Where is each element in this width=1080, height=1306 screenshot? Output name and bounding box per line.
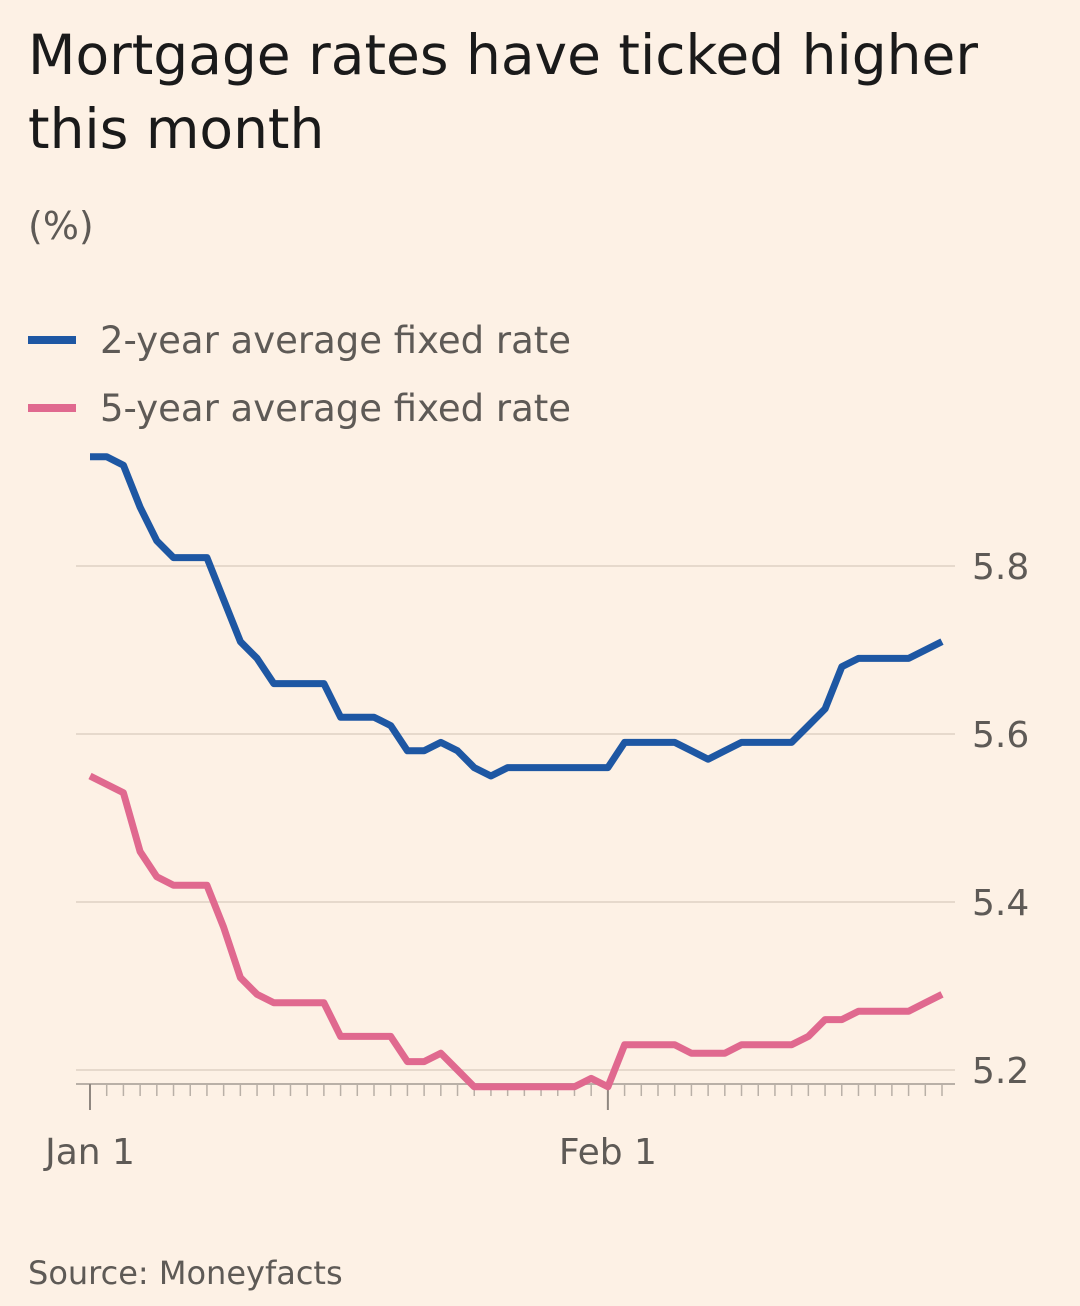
y-tick-label-5.6: 5.6 xyxy=(972,715,1029,756)
x-tick-label-0: Jan 1 xyxy=(43,1132,135,1173)
legend-item-2yr: 2-year average fixed rate xyxy=(28,306,571,374)
legend: 2-year average fixed rate 5-year average… xyxy=(28,306,571,442)
y-tick-label-5.4: 5.4 xyxy=(972,883,1029,924)
legend-label-5yr: 5-year average fixed rate xyxy=(100,386,572,430)
x-tick-label-1: Feb 1 xyxy=(559,1132,657,1173)
legend-item-5yr: 5-year average fixed rate xyxy=(28,374,571,442)
y-tick-label-5.8: 5.8 xyxy=(972,547,1029,588)
tick-labels: 5.2 5.4 5.6 5.8 Jan 1 Feb 1 xyxy=(43,547,1029,1173)
legend-swatch-5yr xyxy=(28,404,76,412)
source-note: Source: Moneyfacts xyxy=(28,1254,343,1292)
legend-label-2yr: 2-year average fixed rate xyxy=(100,318,572,362)
series-line-2yr xyxy=(90,453,944,780)
series-lines xyxy=(88,453,944,1091)
series-line-5yr xyxy=(88,772,944,1091)
y-tick-label-5.2: 5.2 xyxy=(972,1051,1029,1092)
legend-swatch-2yr xyxy=(28,336,76,344)
grid-lines xyxy=(76,565,955,1071)
unit-label: (%) xyxy=(28,204,94,248)
chart-title: Mortgage rates have ticked higher this m… xyxy=(28,23,978,161)
